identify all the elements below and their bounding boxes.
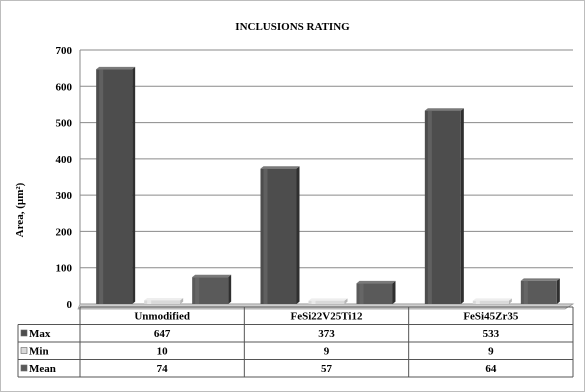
bar-highlight	[359, 283, 364, 304]
legend-swatch-mean	[20, 364, 28, 372]
gridlines	[77, 49, 575, 310]
bar-top	[472, 298, 512, 301]
bar-side	[556, 278, 560, 304]
category-label: FeSi45Zr35	[463, 311, 518, 323]
bar-side	[132, 66, 136, 305]
data-table: Unmodified FeSi22V25Ti12 FeSi45Zr35 Max 647 3…	[17, 306, 574, 378]
bar-side	[296, 166, 300, 304]
bar-top	[356, 280, 396, 284]
category-label: FeSi22V25Ti12	[291, 311, 363, 323]
category-label: Unmodified	[134, 311, 190, 323]
bar-front	[472, 300, 509, 304]
chart-title: INCLUSIONS RATING	[235, 21, 350, 33]
y-tick-label: 700	[56, 45, 73, 57]
legend-label: Mean	[29, 363, 56, 375]
y-tick-label: 0	[67, 299, 73, 311]
bar-max-0	[96, 66, 136, 305]
y-tick-label: 600	[56, 81, 73, 93]
legend-label: Max	[29, 328, 51, 340]
bar-max-2	[424, 108, 464, 305]
bar-side	[228, 274, 232, 304]
y-tick-label: 100	[56, 263, 73, 275]
data-label: 74	[157, 363, 169, 375]
y-tick-label: 200	[56, 226, 73, 238]
legend-swatch-max	[20, 329, 28, 337]
bars	[96, 66, 560, 305]
bar-top	[520, 278, 560, 281]
data-label: 57	[321, 363, 333, 375]
bar-front	[356, 283, 393, 304]
data-label: 9	[488, 346, 494, 358]
bar-min-2	[472, 298, 512, 304]
bar-highlight	[523, 280, 528, 304]
bar-highlight	[427, 110, 432, 305]
bar-front	[520, 280, 557, 304]
bar-min-1	[308, 298, 348, 304]
data-label: 9	[324, 346, 330, 358]
bar-side	[180, 297, 184, 304]
legend-label: Min	[29, 346, 49, 358]
data-label: 64	[485, 363, 497, 375]
bar-highlight	[311, 300, 316, 304]
bar-side	[392, 280, 396, 304]
bar-side	[508, 298, 512, 304]
bar-mean-1	[356, 280, 396, 304]
bar-front	[308, 300, 345, 304]
y-tick-label: 300	[56, 190, 73, 202]
bar-mean-2	[520, 278, 560, 304]
y-tick-label: 500	[56, 118, 73, 130]
bar-front	[144, 300, 181, 304]
data-label: 10	[157, 346, 169, 358]
bar-side	[460, 108, 464, 304]
bar-top	[96, 66, 136, 70]
y-tick-label: 400	[56, 154, 73, 166]
data-label: 373	[318, 328, 335, 340]
bar-highlight	[475, 300, 480, 304]
data-label: 533	[483, 328, 500, 340]
bar-top	[424, 108, 464, 111]
bar-mean-0	[192, 274, 232, 304]
bar-top	[144, 297, 184, 301]
bar-min-0	[144, 297, 184, 304]
bar-top	[192, 274, 232, 278]
bar-highlight	[195, 277, 200, 304]
bar-highlight	[263, 168, 268, 304]
bar-max-1	[260, 166, 300, 304]
bar-side	[344, 298, 348, 304]
bar-top	[308, 298, 348, 301]
y-tick-labels: 0 100 200 300 400 500 600 700	[56, 45, 73, 311]
bar-highlight	[147, 300, 152, 304]
legend-swatch-min	[20, 347, 28, 354]
bar-top	[260, 166, 300, 169]
data-label: 647	[154, 328, 171, 340]
bar-highlight	[99, 69, 104, 304]
